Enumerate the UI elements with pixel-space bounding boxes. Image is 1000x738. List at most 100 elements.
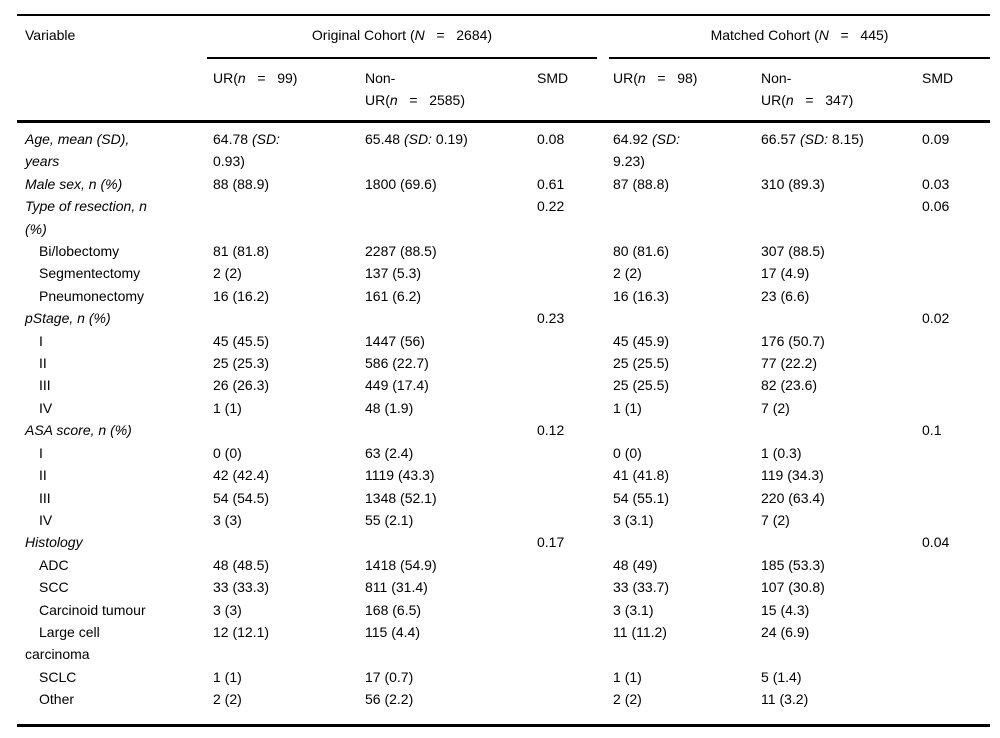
table-cell: [918, 554, 990, 576]
table-cell: [357, 307, 535, 329]
table-cell: 11 (11.2): [613, 623, 667, 640]
column-header-ur-original: UR(n = 99): [207, 59, 357, 123]
row-label: IV: [39, 511, 53, 528]
column-gap: [597, 554, 609, 576]
table-row: IV 3 (3) 55 (2.1) 3 (3.1) 7 (2): [17, 509, 990, 531]
table-cell: [918, 442, 990, 464]
table-cell: [757, 307, 918, 329]
table-cell: 2287 (88.5): [365, 243, 437, 260]
row-label: pStage, n (%): [25, 310, 111, 327]
table-cell: 87 (88.8): [613, 175, 670, 192]
table-cell: [918, 240, 990, 262]
column-gap: [597, 509, 609, 531]
header-gap: [597, 16, 609, 59]
column-gap: [597, 240, 609, 262]
table-row: II 25 (25.3) 586 (22.7) 25 (25.5) 77 (22.2): [17, 352, 990, 374]
table-cell: 1 (1): [213, 668, 242, 685]
table-row: SCC 33 (33.3) 811 (31.4) 33 (33.7) 107 (30.8…: [17, 576, 990, 598]
table-cell: [609, 531, 757, 553]
table-cell: 42 (42.4): [213, 467, 270, 484]
table-cell: [918, 397, 990, 419]
column-gap: [597, 442, 609, 464]
table-row: Age, mean (SD), years 64.78 (SD: 0.93) 65.…: [17, 123, 990, 173]
table-row: III 54 (54.5) 1348 (52.1) 54 (55.1) 220 (63.…: [17, 487, 990, 509]
table-cell: [535, 240, 597, 262]
row-label: Histology: [25, 534, 83, 551]
table-cell: 811 (31.4): [365, 579, 428, 596]
table-cell: [918, 509, 990, 531]
table-cell: 5 (1.4): [761, 668, 802, 685]
column-gap: [597, 352, 609, 374]
column-header-original-cohort: Original Cohort (N = 2684): [207, 16, 598, 59]
table-cell: 48 (48.5): [213, 556, 270, 573]
column-gap: [597, 487, 609, 509]
table-cell: 137 (5.3): [365, 265, 422, 282]
column-gap: [597, 173, 609, 195]
row-label: III: [39, 377, 51, 394]
table-cell: 310 (89.3): [761, 175, 825, 192]
table-cell: 56 (2.2): [365, 691, 414, 708]
table-cell: 0.08: [537, 131, 565, 147]
table-cell: [357, 531, 535, 553]
column-header-smd-matched: SMD: [918, 59, 991, 123]
table-cell: 33 (33.3): [213, 579, 270, 596]
table-cell: 55 (2.1): [365, 511, 414, 528]
column-gap: [597, 397, 609, 419]
table-cell: 33 (33.7): [613, 579, 670, 596]
column-header-smd-original: SMD: [535, 59, 598, 123]
table-cell: [535, 330, 597, 352]
table-cell: [757, 419, 918, 441]
table-row: Bi/lobectomy 81 (81.8) 2287 (88.5) 80 (81.6…: [17, 240, 990, 262]
table-cell: 161 (6.2): [365, 287, 422, 304]
row-label: IV: [39, 399, 53, 416]
column-header-non-ur-original: Non- UR(n = 2585): [357, 59, 535, 123]
table-row: ADC 48 (48.5) 1418 (54.9) 48 (49) 185 (53.3): [17, 554, 990, 576]
row-label: II: [39, 467, 47, 484]
table-cell: 7 (2): [761, 511, 790, 528]
table-row: III 26 (26.3) 449 (17.4) 25 (25.5) 82 (23.6): [17, 374, 990, 396]
table-cell: 1800 (69.6): [365, 175, 437, 192]
table-cell: 48 (1.9): [365, 399, 414, 416]
table-cell: 3 (3.1): [613, 511, 654, 528]
table-cell: 119 (34.3): [761, 467, 824, 484]
table-cell: 11 (3.2): [761, 691, 809, 708]
table-cell: [918, 688, 990, 723]
table-cell: 1 (1): [613, 399, 642, 416]
column-gap: [597, 666, 609, 688]
table-row: ASA score, n (%) 0.12 0.1: [17, 419, 990, 441]
row-label: Large cell carcinoma: [25, 623, 100, 663]
table-cell: 1 (1): [613, 668, 642, 685]
table-cell: 1119 (43.3): [365, 467, 435, 484]
table-cell: [535, 599, 597, 621]
table-cell: 25 (25.5): [613, 355, 670, 372]
row-label: III: [39, 489, 51, 506]
table-cell: [918, 487, 990, 509]
table-cell: 45 (45.9): [613, 332, 670, 349]
table-cell: 0.02: [922, 310, 950, 327]
column-header-matched-cohort: Matched Cohort (N = 445): [609, 16, 991, 59]
table-cell: 64.92 (SD: 9.23): [613, 131, 680, 170]
table-cell: 0.04: [922, 534, 950, 551]
row-label: Carcinoid tumour: [39, 601, 146, 618]
table-cell: 41 (41.8): [613, 467, 670, 484]
row-label: I: [39, 444, 43, 461]
column-gap: [597, 621, 609, 666]
table-row: II 42 (42.4) 1119 (43.3) 41 (41.8) 119 (34.3…: [17, 464, 990, 486]
table-cell: 307 (88.5): [761, 243, 825, 260]
table-cell: 3 (3): [213, 511, 242, 528]
table-cell: [918, 374, 990, 396]
table-cell: 1348 (52.1): [365, 489, 437, 506]
column-gap: [597, 531, 609, 553]
table-cell: 2 (2): [213, 265, 242, 282]
header-row-subgroups: UR(n = 99) Non- UR(n = 2585) SMD UR(n = …: [17, 59, 991, 123]
table-row: Type of resection, n (%) 0.22 0.06: [17, 195, 990, 240]
table-cell: 0.06: [922, 198, 950, 215]
table-row: Segmentectomy 2 (2) 137 (5.3) 2 (2) 17 (4.9): [17, 262, 990, 284]
table-cell: [918, 285, 990, 307]
table-cell: 54 (54.5): [213, 489, 270, 506]
table-cell: 45 (45.5): [213, 332, 270, 349]
table-cell: [535, 487, 597, 509]
table-cell: 176 (50.7): [761, 332, 825, 349]
table-cell: [535, 666, 597, 688]
column-gap: [597, 464, 609, 486]
